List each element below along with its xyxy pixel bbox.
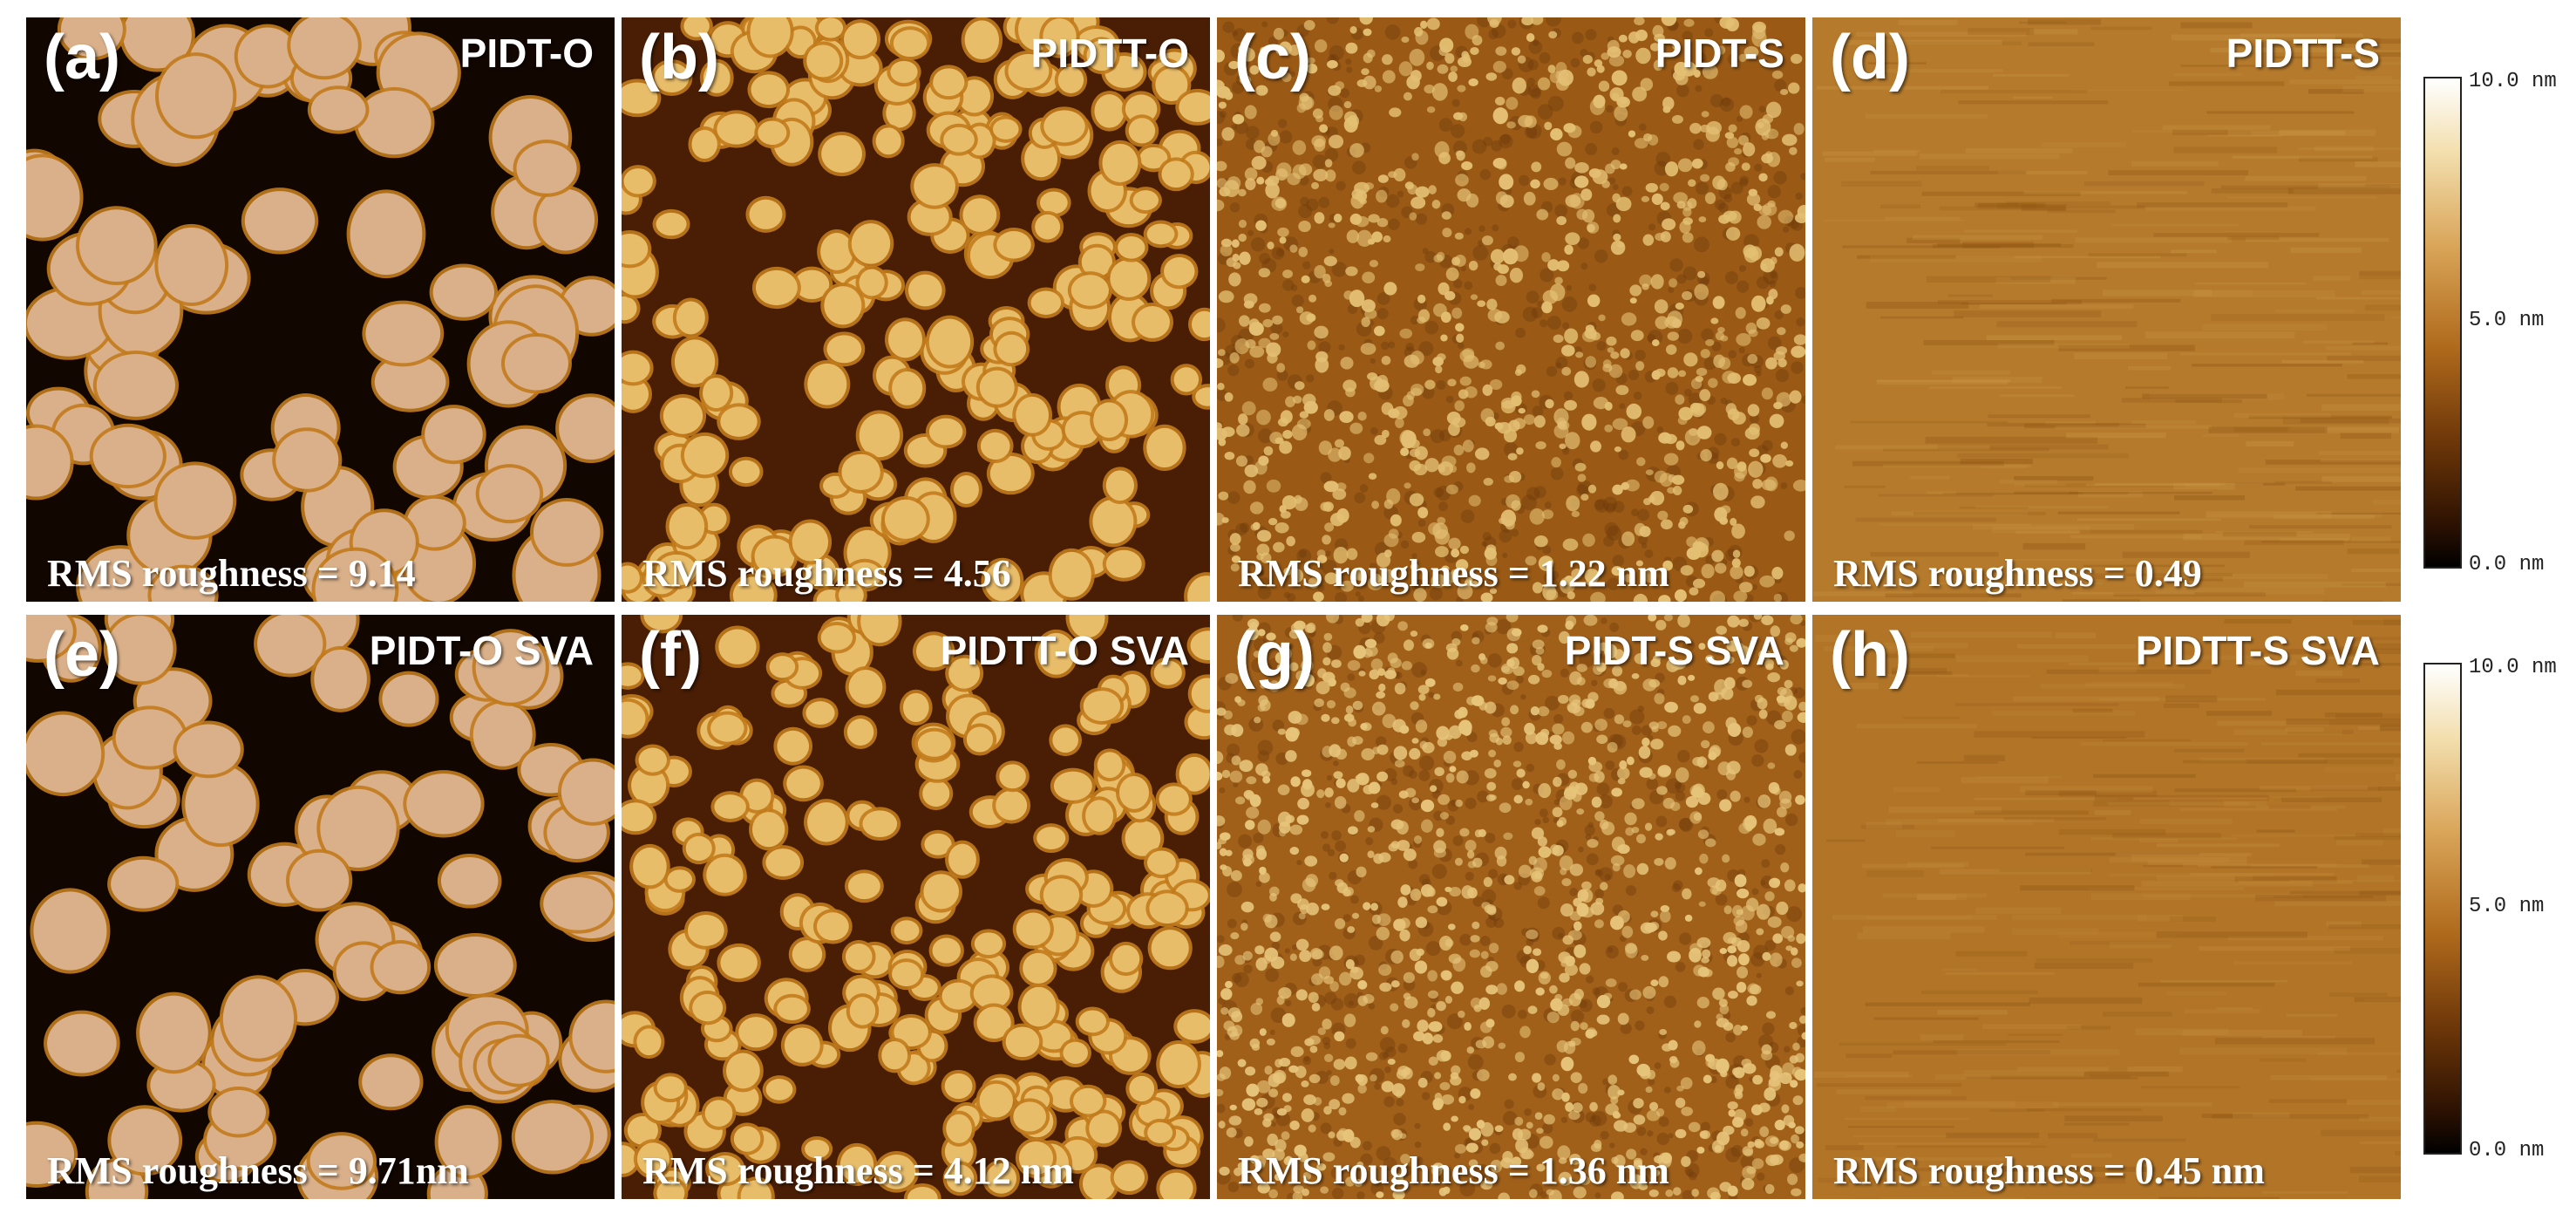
rms-roughness-c: RMS roughness = 1.22 nm: [1238, 552, 1669, 595]
sample-name-e: PIDT-O SVA: [369, 628, 594, 673]
afm-panel-d: (d) PIDTT-S RMS roughness = 0.49: [1812, 17, 2401, 602]
scale-top-min-label: 0.0 nm: [2469, 553, 2545, 576]
afm-image-f: [622, 615, 1210, 1199]
afm-image-g: [1217, 615, 1805, 1199]
panel-label-e: (e): [44, 620, 120, 690]
panel-label-f: (f): [639, 620, 702, 690]
sample-name-c: PIDT-S: [1655, 31, 1784, 76]
afm-panel-e: (e) PIDT-O SVA RMS roughness = 9.71nm: [26, 615, 615, 1199]
rms-roughness-a: RMS roughness = 9.14: [47, 552, 416, 595]
scale-bottom-max-label: 10.0 nm: [2469, 656, 2557, 679]
rms-roughness-d: RMS roughness = 0.49: [1833, 552, 2202, 595]
height-scale-bar-top: [2423, 77, 2462, 569]
panel-label-h: (h): [1830, 620, 1910, 690]
scale-bottom-min-label: 0.0 nm: [2469, 1139, 2545, 1162]
scale-top-max-label: 10.0 nm: [2469, 70, 2557, 93]
rms-roughness-f: RMS roughness = 4.12 nm: [642, 1149, 1074, 1192]
afm-image-e: [26, 615, 615, 1199]
panel-label-g: (g): [1234, 620, 1315, 690]
afm-panel-g: (g) PIDT-S SVA RMS roughness = 1.36 nm: [1217, 615, 1805, 1199]
sample-name-g: PIDT-S SVA: [1564, 628, 1784, 673]
panel-label-d: (d): [1830, 23, 1910, 92]
panel-label-c: (c): [1234, 23, 1311, 92]
sample-name-f: PIDTT-O SVA: [940, 628, 1189, 673]
rms-roughness-b: RMS roughness = 4.56: [642, 552, 1011, 595]
afm-panel-a: (a) PIDT-O RMS roughness = 9.14: [26, 17, 615, 602]
rms-roughness-g: RMS roughness = 1.36 nm: [1238, 1149, 1669, 1192]
afm-image-d: [1812, 17, 2401, 602]
scale-bottom-mid-label: 5.0 nm: [2469, 895, 2545, 918]
height-scale-bar-bottom: [2423, 663, 2462, 1155]
sample-name-h: PIDTT-S SVA: [2135, 628, 2380, 673]
sample-name-a: PIDT-O: [459, 31, 594, 76]
panel-label-b: (b): [639, 23, 719, 92]
sample-name-d: PIDTT-S: [2226, 31, 2380, 76]
afm-panel-c: (c) PIDT-S RMS roughness = 1.22 nm: [1217, 17, 1805, 602]
sample-name-b: PIDTT-O: [1030, 31, 1189, 76]
afm-image-c: [1217, 17, 1805, 602]
rms-roughness-e: RMS roughness = 9.71nm: [47, 1149, 469, 1192]
afm-panel-h: (h) PIDTT-S SVA RMS roughness = 0.45 nm: [1812, 615, 2401, 1199]
afm-panel-b: (b) PIDTT-O RMS roughness = 4.56: [622, 17, 1210, 602]
rms-roughness-h: RMS roughness = 0.45 nm: [1833, 1149, 2265, 1192]
afm-panel-f: (f) PIDTT-O SVA RMS roughness = 4.12 nm: [622, 615, 1210, 1199]
panel-label-a: (a): [44, 23, 120, 92]
afm-image-h: [1812, 615, 2401, 1199]
afm-image-b: [622, 17, 1210, 602]
afm-image-a: [26, 17, 615, 602]
scale-top-mid-label: 5.0 nm: [2469, 309, 2545, 332]
